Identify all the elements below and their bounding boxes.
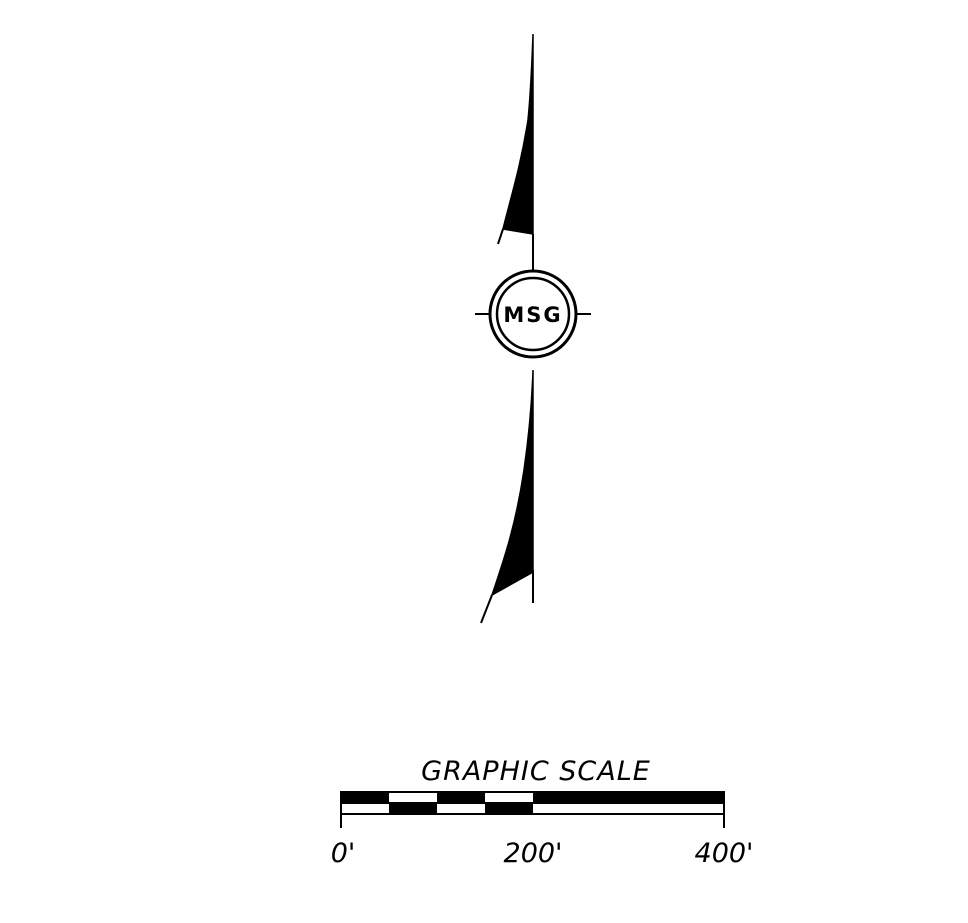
msg-circle-icon <box>475 269 591 359</box>
msg-label: MSG <box>503 303 562 327</box>
upper-arrow-icon <box>497 33 534 270</box>
graphic-scale: GRAPHIC SCALE 0' 200' 400' <box>331 756 754 869</box>
lower-arrow-icon <box>480 369 534 624</box>
scale-title: GRAPHIC SCALE <box>421 756 651 787</box>
scale-tick-0: 0' <box>331 838 356 869</box>
scale-tick-200: 200' <box>504 838 563 869</box>
north-arrow <box>475 33 591 624</box>
scale-tick-400: 400' <box>695 838 754 869</box>
scale-bar <box>340 791 725 828</box>
